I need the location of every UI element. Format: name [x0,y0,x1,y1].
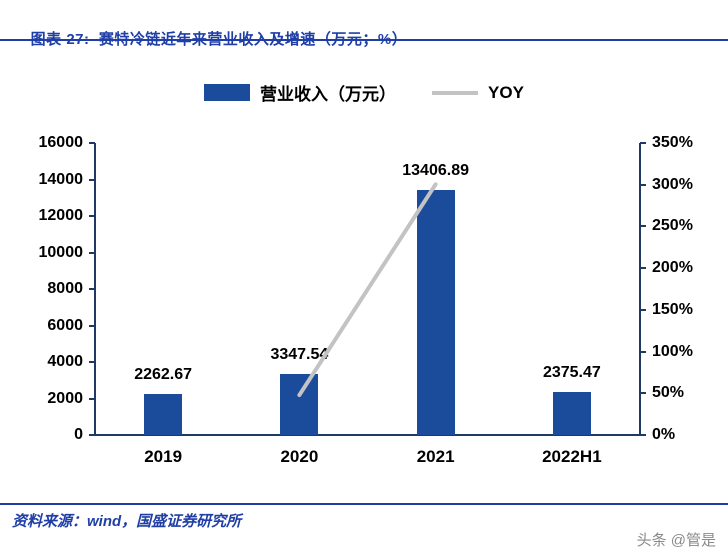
title-divider [0,39,728,41]
legend-label-yoy: YOY [488,82,524,102]
legend-item-revenue: 营业收入（万元） [204,80,396,105]
y-axis-left-tick-label: 4000 [47,353,83,370]
legend-item-yoy: YOY [432,83,524,103]
y-axis-right-tick [640,267,646,270]
y-axis-left-tick-label: 2000 [47,389,83,407]
y-axis-left-tick [89,288,95,290]
y-axis-right-tick-label: 350% [652,134,693,151]
y-axis-right-tick-label: 150% [652,300,693,318]
y-axis-right-tick [640,392,646,395]
y-axis-right-tick [640,434,646,436]
footer-divider [0,503,728,505]
y-axis-right-tick-label: 50% [652,384,685,402]
y-axis-right-tick [640,350,646,353]
y-axis-left-tick-label: 12000 [38,207,84,224]
bar-value-label: 2262.67 [134,365,193,383]
y-axis-left-tick-label: 16000 [38,134,84,151]
y-axis-right-tick-label: 300% [652,175,693,193]
y-axis-left-tick-label: 14000 [38,170,84,188]
x-axis-category-label: 2020 [280,447,319,466]
x-axis-line [94,434,641,436]
y-axis-left-tick [89,178,95,181]
y-axis-right-tick-label: 0% [652,426,676,443]
watermark: 头条 @管是 [636,532,716,549]
legend-label-revenue: 营业收入（万元） [260,85,397,104]
legend: 营业收入（万元） YOY [0,80,728,105]
y-axis-right-tick [640,142,646,144]
revenue-bar [416,190,455,435]
y-axis-right-tick-label: 200% [652,259,693,277]
y-axis-left-tick [89,434,95,436]
y-axis-left-tick-label: 8000 [47,280,83,297]
yoy-line [297,182,438,398]
y-axis-right-line [639,143,641,435]
legend-line-swatch-icon [432,90,479,95]
x-axis-category-label: 2022H1 [542,447,602,466]
revenue-bar [144,393,183,435]
y-axis-left-line [94,143,96,435]
y-axis-right-tick-label: 250% [652,217,693,235]
y-axis-left-tick [89,142,95,144]
x-axis-category-label: 2021 [416,447,455,466]
y-axis-left-tick-label: 6000 [47,316,83,334]
y-axis-left-tick [89,361,95,363]
y-axis-left-tick [89,215,95,217]
bar-value-label: 13406.89 [402,162,469,180]
y-axis-left-tick-label: 0 [74,426,83,443]
y-axis-left-tick [89,324,95,327]
source-text: 资料来源：wind，国盛证券研究所 [12,513,242,530]
y-axis-left-tick [89,251,95,254]
bar-value-label: 2375.47 [542,363,601,381]
bar-value-label: 3347.54 [270,345,329,363]
y-axis-left-tick [89,397,95,400]
revenue-bar [552,391,591,435]
x-axis-category-label: 2019 [144,447,183,466]
y-axis-right-tick [640,183,646,186]
legend-bar-swatch-icon [204,84,251,101]
y-axis-right-tick [640,225,646,228]
y-axis-right-tick [640,308,646,311]
y-axis-left-tick-label: 10000 [38,243,84,261]
revenue-bar [280,373,319,435]
y-axis-right-tick-label: 100% [652,342,693,360]
